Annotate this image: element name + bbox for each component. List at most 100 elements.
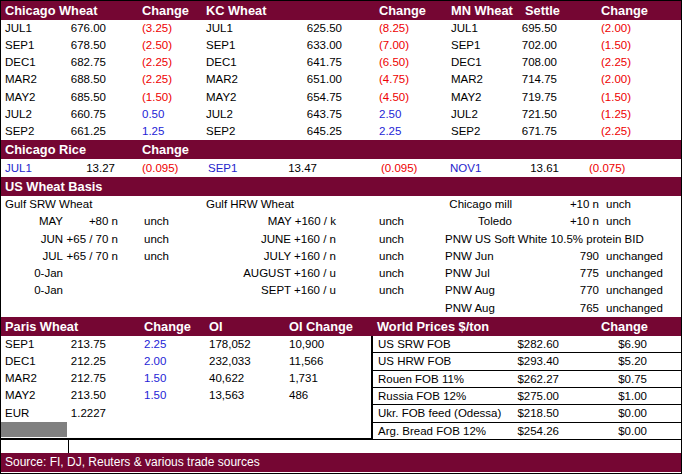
header-rice-change: Change: [142, 140, 189, 159]
paris-oi-change-cell: 1,731: [289, 370, 318, 387]
paris-row: DEC1 212.25 2.00 232,033 11,566: [1, 353, 371, 370]
header-settle: Settle: [525, 1, 560, 20]
header-chicago-wheat: Chicago Wheat: [5, 1, 97, 20]
world-price-cell: $262.27: [472, 371, 559, 387]
mn-month-cell: JUL2: [451, 106, 478, 123]
mn-month-cell: SEP2: [451, 123, 480, 140]
cw-month-cell: JUL2: [5, 106, 32, 123]
world-change-cell: $0.00: [592, 405, 647, 421]
mn-settle-cell: 719.75: [513, 89, 557, 106]
kc-price-cell: 633.00: [266, 37, 342, 54]
srw-title-cell: Gulf SRW Wheat: [5, 196, 92, 213]
mn-settle-cell: 671.75: [513, 123, 557, 140]
paris-oi-change-cell: 10,900: [289, 336, 324, 353]
paris-price-cell: 213.50: [63, 387, 106, 404]
world-row: Arg. Bread FOB 12% $254.26 $0.00: [373, 423, 682, 440]
basis-header-bar: US Wheat Basis: [1, 177, 681, 196]
pnw-value-cell: 770: [521, 282, 599, 299]
srw-month-cell: 0-Jan: [1, 282, 63, 299]
pnw-value-cell: 790: [521, 248, 599, 265]
srw-value-cell: +65 / 70 n: [41, 248, 118, 265]
paris-oi-cell: 40,622: [209, 370, 244, 387]
kc-change-cell: (4.50): [379, 89, 409, 106]
pnw-change-cell: unchanged: [606, 265, 663, 282]
paris-row: SEP1 213.75 2.25 178,052 10,900: [1, 336, 371, 353]
world-row: US SRW FOB $282.60 $6.90: [373, 336, 682, 353]
source-bar: Source: FI, DJ, Reuters & various trade …: [1, 453, 681, 472]
rice-change-cell: (0.095): [142, 159, 178, 177]
hrw-value-cell: MAY +160 / k: [206, 213, 336, 230]
world-change-cell: $1.00: [592, 388, 647, 404]
header-world-change: Change: [601, 317, 648, 336]
world-row: US HRW FOB $293.40 $5.20: [373, 353, 682, 370]
source-text: Source: FI, DJ, Reuters & various trade …: [5, 453, 260, 472]
kc-month-cell: MAY2: [206, 89, 236, 106]
paris-change-cell: 2.00: [144, 353, 166, 370]
futures-row: JUL2 660.75 0.50 JUL2 643.75 2.50 JUL2 7…: [1, 106, 681, 123]
header-change-mn: Change: [601, 1, 648, 20]
world-row: Russia FOB 12% $275.00 $1.00: [373, 388, 682, 405]
paris-oi-cell: 178,052: [209, 336, 251, 353]
paris-change-cell: 1.50: [144, 387, 166, 404]
cw-month-cell: MAY2: [5, 89, 35, 106]
kc-month-cell: MAR2: [206, 71, 238, 88]
paris-oi-change-cell: 11,566: [289, 353, 323, 370]
gray-cell-row: [1, 422, 371, 438]
rice-row: JUL1 13.27 (0.095) SEP1 13.47 (0.095) NO…: [1, 159, 681, 177]
basis-row: PNW Aug 765 unchanged: [1, 300, 681, 317]
mn-settle-cell: 708.00: [513, 54, 557, 71]
world-change-cell: $6.90: [592, 336, 647, 352]
mn-change-cell: (2.00): [601, 20, 631, 37]
futures-row: MAR2 688.50 (2.25) MAR2 651.00 (4.75) MA…: [1, 71, 681, 88]
kc-change-cell: 2.25: [379, 123, 401, 140]
cw-change-cell: (2.25): [142, 71, 172, 88]
paris-oi-change-cell: 486: [289, 387, 308, 404]
paris-month-cell: SEP1: [5, 336, 34, 353]
futures-row: MAY2 685.50 (1.50) MAY2 654.75 (4.50) MA…: [1, 89, 681, 106]
rice-change-cell: (0.095): [381, 159, 417, 177]
header-oi: OI: [209, 317, 223, 336]
world-row: Ukr. FOB feed (Odessa) $218.50 $0.00: [373, 405, 682, 422]
paris-oi-cell: 13,563: [209, 387, 244, 404]
world-price-cell: $275.00: [472, 388, 559, 404]
header-world-prices: World Prices $/ton: [377, 317, 489, 336]
world-label-cell: Arg. Bread FOB 12%: [378, 423, 486, 439]
cw-price-cell: 660.75: [63, 106, 106, 123]
basis-row: MAY +80 n unch MAY +160 / k unch Toledo …: [1, 213, 681, 230]
header-kc-wheat: KC Wheat: [206, 1, 266, 20]
mn-settle-cell: 714.75: [513, 71, 557, 88]
srw-value-cell: +65 / 70 n: [41, 231, 118, 248]
header-paris-change: Change: [144, 317, 191, 336]
cw-change-cell: (2.25): [142, 54, 172, 71]
eur-rate-cell: 1.2227: [63, 405, 106, 422]
rice-price-cell: 13.27: [63, 159, 115, 177]
cw-change-cell: 0.50: [142, 106, 164, 123]
pnw-label-cell: PNW Jul: [445, 265, 490, 282]
mill-change-cell: unch: [606, 196, 631, 213]
bottom-header-bar: Paris Wheat Change OI OI Change World Pr…: [1, 317, 681, 336]
paris-price-cell: 212.75: [63, 370, 106, 387]
eur-label-cell: EUR: [5, 405, 29, 422]
rice-price-cell: 13.61: [483, 159, 559, 177]
basis-row: Gulf SRW Wheat Gulf HRW Wheat Chicago mi…: [1, 196, 681, 213]
mill-value-cell: +10 n: [521, 213, 599, 230]
hrw-change-cell: unch: [379, 265, 404, 282]
world-label-cell: US HRW FOB: [378, 353, 451, 369]
mn-change-cell: (1.50): [601, 37, 631, 54]
cw-month-cell: JUL1: [5, 20, 32, 37]
header-change-cw: Change: [142, 1, 189, 20]
srw-value-cell: +80 n: [41, 213, 118, 230]
srw-change-cell: unch: [144, 213, 169, 230]
basis-row: JUN +65 / 70 n unch JUNE +160 / n unch P…: [1, 231, 681, 248]
hrw-value-cell: JUNE +160 / n: [206, 231, 336, 248]
hrw-change-cell: unch: [379, 213, 404, 230]
world-price-cell: $293.40: [472, 353, 559, 369]
futures-row: SEP1 678.50 (2.50) SEP1 633.00 (7.00) SE…: [1, 37, 681, 54]
rice-month-cell: SEP1: [208, 159, 237, 177]
cw-change-cell: (3.25): [142, 20, 172, 37]
cw-price-cell: 688.50: [63, 71, 106, 88]
kc-price-cell: 641.75: [266, 54, 342, 71]
rice-month-cell: JUL1: [5, 159, 32, 177]
paris-price-cell: 213.75: [63, 336, 106, 353]
kc-month-cell: JUL1: [206, 20, 233, 37]
